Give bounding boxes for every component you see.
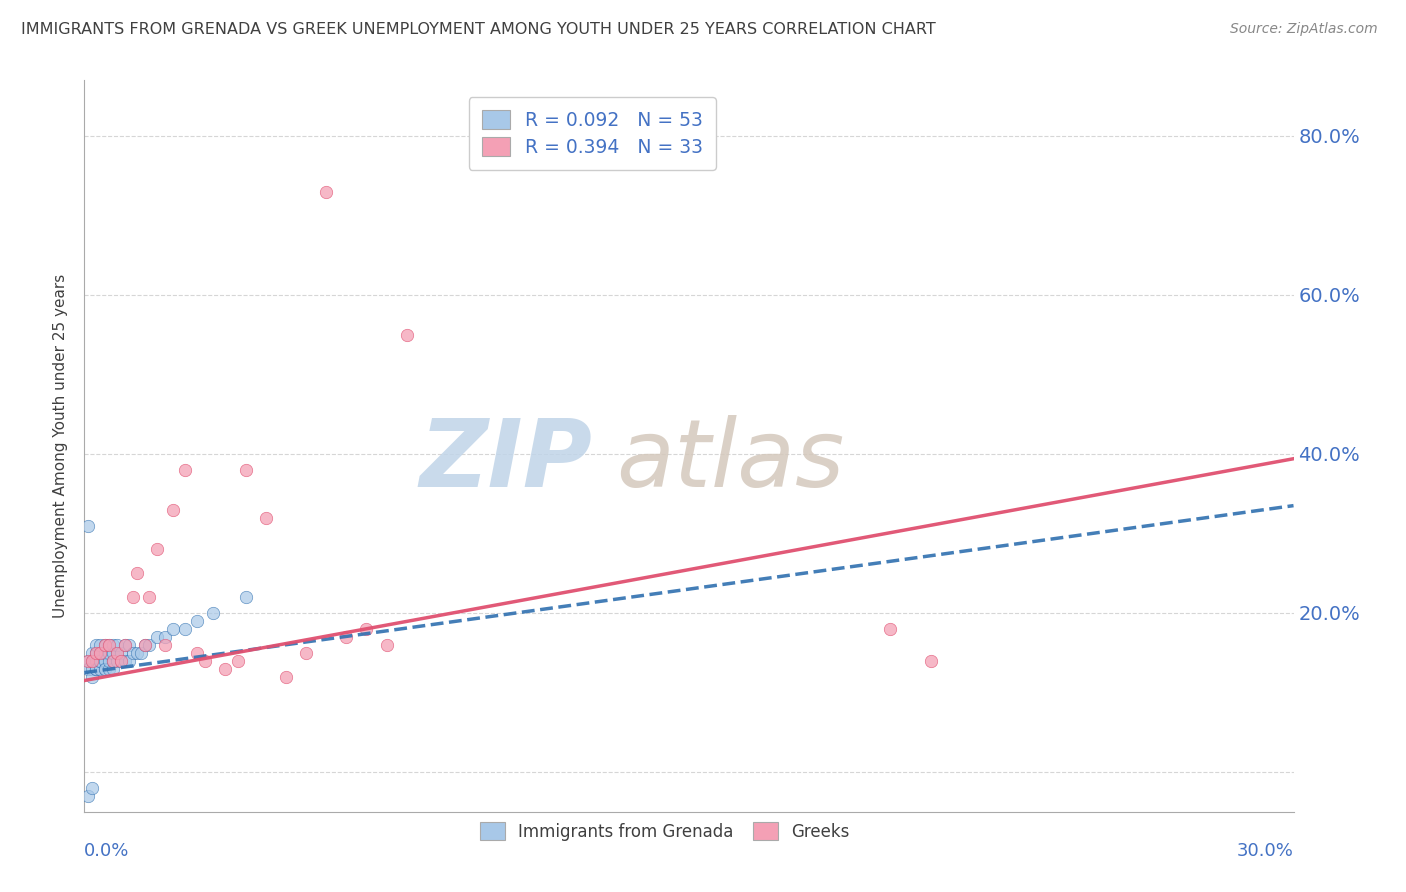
- Point: [375, 638, 398, 652]
- Point: [129, 646, 152, 660]
- Point: [97, 646, 120, 660]
- Point: [118, 638, 141, 652]
- Point: [202, 606, 225, 620]
- Point: [82, 646, 104, 660]
- Point: [86, 654, 108, 668]
- Point: [186, 646, 208, 660]
- Point: [89, 654, 111, 668]
- Point: [93, 638, 115, 652]
- Point: [335, 630, 357, 644]
- Point: [138, 590, 160, 604]
- Point: [82, 654, 104, 668]
- Point: [97, 662, 120, 676]
- Point: [194, 654, 217, 668]
- Point: [97, 654, 120, 668]
- Point: [105, 646, 128, 660]
- Point: [162, 502, 184, 516]
- Point: [101, 662, 124, 676]
- Point: [226, 654, 249, 668]
- Point: [134, 638, 156, 652]
- Point: [125, 646, 148, 660]
- Point: [82, 662, 104, 676]
- Point: [254, 510, 277, 524]
- Point: [121, 646, 143, 660]
- Point: [89, 662, 111, 676]
- Point: [114, 654, 136, 668]
- Text: atlas: atlas: [616, 415, 845, 506]
- Point: [153, 638, 176, 652]
- Point: [174, 622, 197, 636]
- Point: [395, 327, 418, 342]
- Point: [121, 590, 143, 604]
- Point: [86, 662, 108, 676]
- Point: [356, 622, 378, 636]
- Point: [93, 662, 115, 676]
- Point: [162, 622, 184, 636]
- Point: [89, 638, 111, 652]
- Point: [77, 789, 100, 803]
- Point: [86, 646, 108, 660]
- Text: ZIP: ZIP: [419, 415, 592, 507]
- Point: [77, 518, 100, 533]
- Point: [82, 780, 104, 795]
- Point: [97, 638, 120, 652]
- Legend: Immigrants from Grenada, Greeks: Immigrants from Grenada, Greeks: [472, 816, 856, 847]
- Point: [82, 669, 104, 683]
- Point: [110, 654, 132, 668]
- Point: [105, 638, 128, 652]
- Point: [97, 638, 120, 652]
- Point: [82, 654, 104, 668]
- Point: [93, 662, 115, 676]
- Point: [105, 646, 128, 660]
- Point: [77, 654, 100, 668]
- Text: IMMIGRANTS FROM GRENADA VS GREEK UNEMPLOYMENT AMONG YOUTH UNDER 25 YEARS CORRELA: IMMIGRANTS FROM GRENADA VS GREEK UNEMPLO…: [21, 22, 936, 37]
- Point: [214, 662, 236, 676]
- Point: [134, 638, 156, 652]
- Point: [146, 542, 169, 557]
- Point: [274, 669, 297, 683]
- Point: [174, 463, 197, 477]
- Text: 0.0%: 0.0%: [84, 842, 129, 860]
- Point: [146, 630, 169, 644]
- Point: [89, 646, 111, 660]
- Y-axis label: Unemployment Among Youth under 25 years: Unemployment Among Youth under 25 years: [53, 274, 69, 618]
- Point: [101, 654, 124, 668]
- Point: [295, 646, 318, 660]
- Point: [186, 614, 208, 628]
- Point: [114, 638, 136, 652]
- Point: [101, 646, 124, 660]
- Point: [920, 654, 942, 668]
- Point: [77, 662, 100, 676]
- Point: [138, 638, 160, 652]
- Text: 30.0%: 30.0%: [1237, 842, 1294, 860]
- Point: [77, 654, 100, 668]
- Point: [235, 590, 257, 604]
- Point: [86, 646, 108, 660]
- Point: [125, 566, 148, 581]
- Point: [86, 638, 108, 652]
- Point: [93, 638, 115, 652]
- Point: [101, 654, 124, 668]
- Point: [879, 622, 901, 636]
- Point: [153, 630, 176, 644]
- Point: [118, 654, 141, 668]
- Point: [93, 646, 115, 660]
- Point: [315, 185, 337, 199]
- Point: [93, 654, 115, 668]
- Point: [89, 654, 111, 668]
- Point: [101, 638, 124, 652]
- Point: [110, 646, 132, 660]
- Point: [235, 463, 257, 477]
- Point: [114, 638, 136, 652]
- Point: [86, 662, 108, 676]
- Point: [110, 654, 132, 668]
- Point: [105, 654, 128, 668]
- Point: [89, 646, 111, 660]
- Text: Source: ZipAtlas.com: Source: ZipAtlas.com: [1230, 22, 1378, 37]
